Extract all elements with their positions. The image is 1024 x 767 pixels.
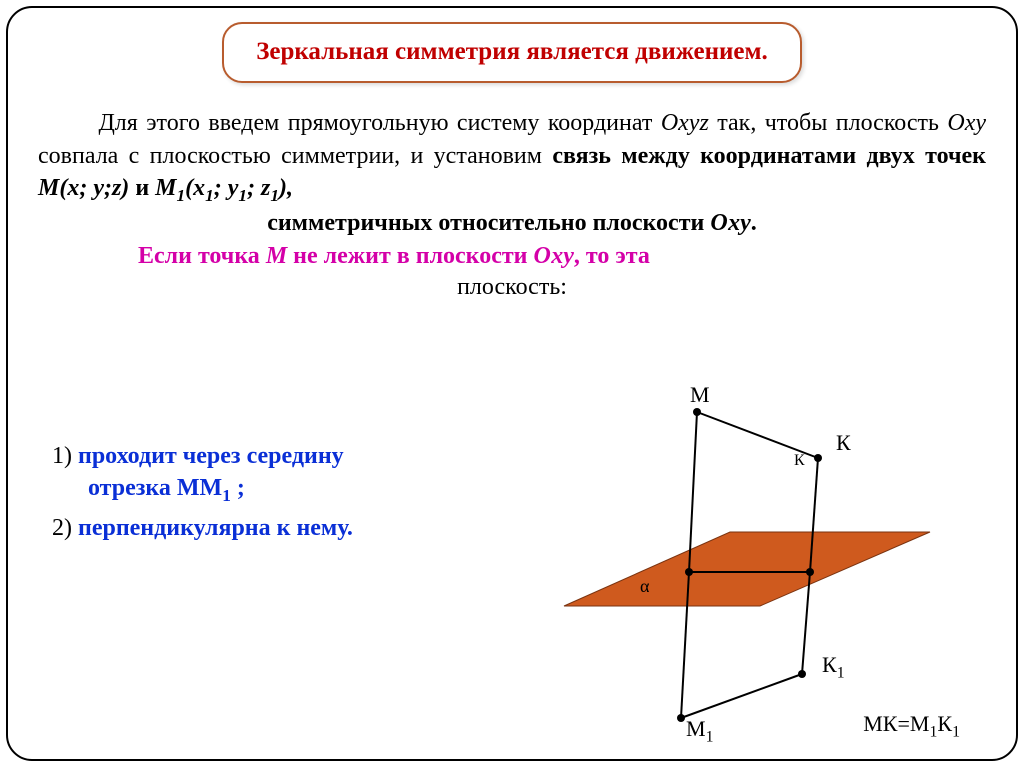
oxy1: Оху xyxy=(947,110,986,136)
bold-2a: симметричных относительно плоскости xyxy=(267,210,710,236)
title-box: Зеркальная симметрия является движением. xyxy=(222,22,802,83)
bold-2dot: . xyxy=(751,210,757,236)
cond-oxy: Оху xyxy=(533,243,573,269)
cond-M: М xyxy=(266,243,287,269)
diagram-svg xyxy=(512,384,992,744)
point-M: М(x; y;z) xyxy=(38,175,129,201)
oxyz: Oxyz xyxy=(661,110,709,136)
point-M1: М1(x1; y1; z1), xyxy=(155,175,293,201)
plane-polygon xyxy=(564,532,930,606)
para-run2: так, чтобы плоскость xyxy=(709,110,948,136)
list-dot: . xyxy=(347,515,353,541)
list-num-1: 1) xyxy=(52,443,78,469)
list-item-2: 2) перпендикулярна к нему. xyxy=(52,512,482,544)
equation: МК=М1К1 xyxy=(863,711,960,741)
main-paragraph: Для этого введем прямоугольную систему к… xyxy=(38,107,986,272)
list-item-1b: отрезка ММ1 ; xyxy=(52,472,482,507)
title-text: Зеркальная симметрия является движением. xyxy=(242,36,782,67)
label-K-lower: К xyxy=(794,452,805,470)
oxy2: Оху xyxy=(710,210,750,236)
and: и xyxy=(129,175,155,201)
label-M1: М1 xyxy=(686,716,713,746)
cond-line2: плоскость: xyxy=(38,274,986,301)
slide-frame: Зеркальная симметрия является движением.… xyxy=(6,6,1018,761)
list-text-1a: проходит через середину xyxy=(78,443,344,469)
list-text-1b: отрезка ММ1 ; xyxy=(88,475,245,501)
label-K1: К1 xyxy=(822,652,845,682)
label-alpha: α xyxy=(640,576,649,597)
cond-2: не лежит в плоскости xyxy=(287,243,533,269)
label-K-upper: К xyxy=(836,430,851,456)
list-item-1: 1) проходит через середину xyxy=(52,440,482,472)
cond-tail: , то эта xyxy=(574,243,650,269)
cond-1: Если точка xyxy=(138,243,266,269)
list-num-2: 2) xyxy=(52,515,78,541)
bold-1a: связь между координатами двух точек xyxy=(552,143,986,169)
diagram: М К К К1 М1 α xyxy=(512,384,992,744)
list: 1) проходит через середину отрезка ММ1 ;… xyxy=(52,440,482,544)
para-run1: Для этого введем прямоугольную систему к… xyxy=(98,110,660,136)
label-M: М xyxy=(690,382,710,408)
para-run3: совпала с плоскостью симметрии, и устано… xyxy=(38,143,552,169)
list-text-2: перпендикулярна к нему xyxy=(78,515,347,541)
